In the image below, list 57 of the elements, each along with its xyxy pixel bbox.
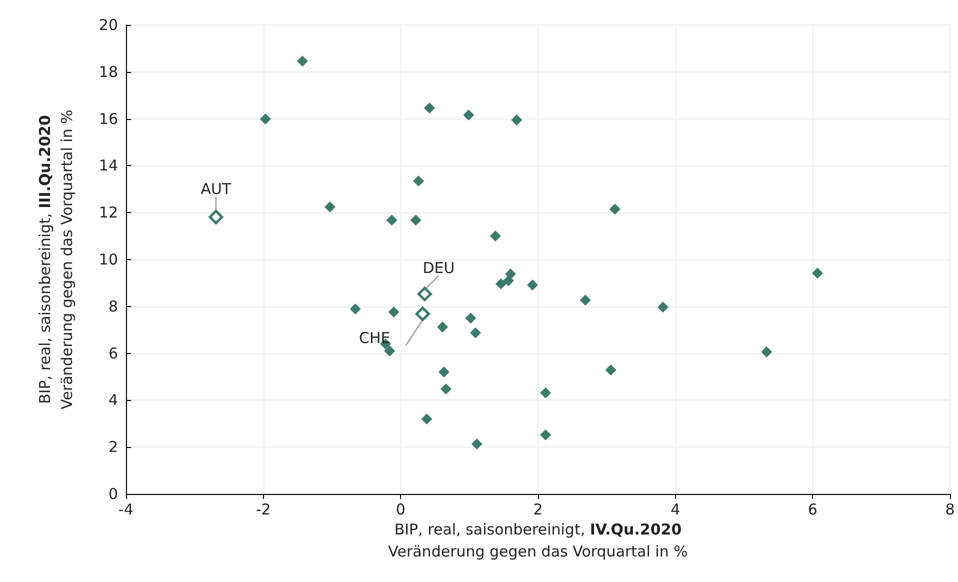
annotation: AUT — [200, 180, 232, 198]
x-tick-label: 4 — [670, 500, 680, 518]
point — [350, 303, 361, 314]
point — [540, 429, 552, 440]
point — [490, 230, 501, 242]
x-tick-label: 8 — [945, 500, 955, 518]
point — [384, 345, 396, 356]
y-tick-label: 20 — [98, 16, 118, 34]
point — [511, 114, 522, 126]
x-tick-label: 2 — [533, 500, 543, 518]
point — [208, 210, 224, 224]
point — [502, 275, 514, 286]
point — [413, 175, 424, 186]
y-tick-label: 16 — [98, 110, 118, 128]
point — [296, 56, 308, 67]
point — [424, 102, 436, 114]
point — [410, 214, 422, 226]
x-tick-label: 6 — [808, 500, 818, 518]
point — [386, 214, 398, 226]
point — [260, 114, 271, 125]
point — [415, 306, 430, 322]
y-axis-title: BIP, real, saisonbereinigt, III.Qu.2020 Veränderung gegen das Vorquartal in % — [36, 110, 76, 410]
point — [324, 201, 336, 212]
point — [465, 312, 476, 324]
x-axis-title: BIP, real, saisonbereinigt, IV.Qu.2020 Veränderung gegen das Vorquartal in % — [388, 520, 688, 560]
y-tick-label: 8 — [108, 297, 118, 316]
point — [580, 294, 591, 306]
y-tick-label: 4 — [108, 391, 118, 410]
y-tick-label: 0 — [108, 485, 118, 503]
point — [495, 278, 506, 290]
y-tick-label: 10 — [98, 250, 118, 268]
point — [417, 286, 432, 302]
y-tick-label: 14 — [98, 156, 118, 175]
point — [540, 387, 552, 398]
point — [471, 438, 482, 450]
x-tick-label: -2 — [256, 500, 271, 518]
point — [463, 110, 474, 121]
point — [470, 327, 482, 338]
point — [440, 383, 452, 394]
point — [388, 306, 400, 318]
point — [438, 366, 450, 378]
x-tick-label: 0 — [396, 500, 406, 518]
annotation: CHE — [359, 328, 390, 347]
point — [761, 346, 772, 358]
point — [812, 268, 823, 279]
x-tick-label: -4 — [118, 500, 134, 518]
annotation: DEU — [422, 258, 455, 277]
y-tick-label: 2 — [108, 438, 118, 456]
point — [657, 302, 668, 313]
point — [437, 322, 448, 333]
point — [421, 413, 432, 424]
point — [605, 364, 616, 376]
point — [609, 204, 620, 215]
y-tick-label: 18 — [98, 62, 118, 81]
point — [527, 280, 538, 291]
y-tick-label: 6 — [108, 344, 118, 362]
y-tick-label: 12 — [98, 204, 118, 222]
